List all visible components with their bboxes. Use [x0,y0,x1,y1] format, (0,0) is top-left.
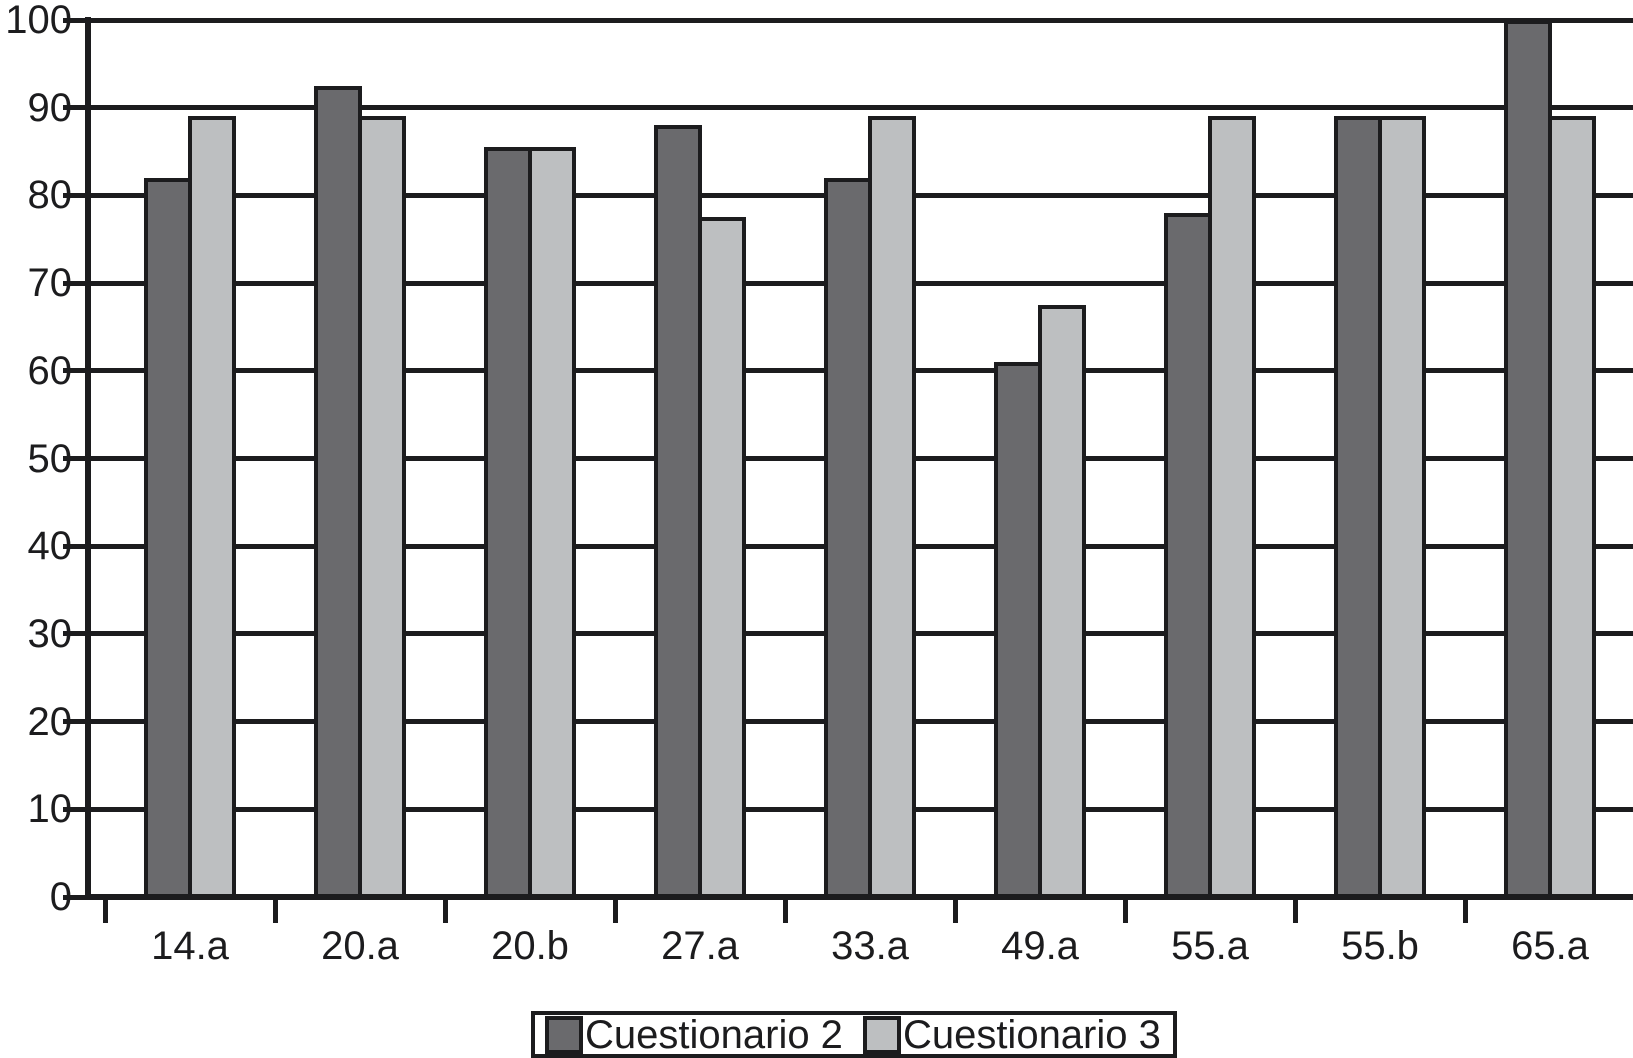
legend: Cuestionario 2 Cuestionario 3 [531,1011,1177,1058]
y-axis-tick [63,543,88,549]
y-axis-label: 20 [27,699,73,744]
bar-cuestionario-2-55.b [1334,116,1382,900]
bar-cuestionario-3-33.a [868,116,916,900]
y-axis-tick [63,192,88,198]
y-axis-label: 30 [27,611,73,656]
bar-cuestionario-2-65.a [1504,20,1552,900]
bar-cuestionario-2-33.a [824,177,872,900]
x-axis-tick [1462,897,1468,923]
bar-cuestionario-3-55.b [1378,116,1426,900]
y-axis-line [85,17,91,900]
y-axis-label: 80 [27,173,73,218]
legend-label-cuestionario-3: Cuestionario 3 [902,1012,1161,1057]
x-axis-label: 14.a [151,924,229,968]
x-axis-tick [612,897,618,923]
x-axis-label: 33.a [831,924,909,968]
y-axis-tick [63,105,88,111]
x-axis-tick [1122,897,1128,923]
x-axis-label: 55.a [1171,924,1249,968]
y-axis-label: 10 [27,787,73,832]
y-axis-label: 50 [27,436,73,481]
bar-cuestionario-2-20.b [484,147,532,900]
bar-cuestionario-3-55.a [1208,116,1256,900]
y-axis-tick [63,894,88,900]
x-axis-tick [272,897,278,923]
bar-cuestionario-2-20.a [314,85,362,900]
y-axis-tick [63,280,88,286]
bar-cuestionario-2-14.a [144,177,192,900]
y-axis-label: 40 [27,524,73,569]
bar-cuestionario-3-49.a [1038,305,1086,900]
y-axis-label: 90 [27,85,73,130]
x-axis-label: 20.b [491,924,569,968]
gridline [88,105,1633,111]
x-axis-label: 49.a [1001,924,1079,968]
y-axis-label: 100 [5,0,72,42]
y-axis-label: 60 [27,348,73,393]
y-axis-tick [63,806,88,812]
y-axis-label: 70 [27,261,73,306]
x-axis-tick [1292,897,1298,923]
y-axis-tick [63,631,88,637]
bar-cuestionario-3-65.a [1548,116,1596,900]
x-axis-tick [102,897,108,923]
bar-cuestionario-3-27.a [698,217,746,900]
legend-label-cuestionario-2: Cuestionario 2 [585,1012,843,1057]
y-axis-tick [63,719,88,725]
y-axis-tick [63,17,88,23]
bar-cuestionario-3-14.a [188,116,236,900]
y-axis-tick [63,456,88,461]
x-axis-tick [442,897,448,923]
legend-swatch-cuestionario-3 [862,1015,901,1054]
bar-cuestionario-2-49.a [994,362,1042,900]
y-axis-label: 0 [49,875,72,919]
x-axis-line [85,894,1633,900]
x-axis-label: 55.b [1341,924,1419,968]
x-axis-tick [952,897,958,923]
bar-cuestionario-3-20.a [358,116,406,900]
x-axis-tick [782,897,788,923]
bar-cuestionario-2-55.a [1164,212,1212,900]
x-axis-label: 20.a [321,924,399,968]
x-axis-label: 65.a [1511,924,1589,968]
gridline [88,17,1633,23]
bar-cuestionario-2-27.a [654,125,702,900]
bar-cuestionario-3-20.b [528,147,576,900]
x-axis-label: 27.a [661,924,739,968]
y-axis-tick [63,368,88,374]
legend-swatch-cuestionario-2 [545,1015,583,1054]
